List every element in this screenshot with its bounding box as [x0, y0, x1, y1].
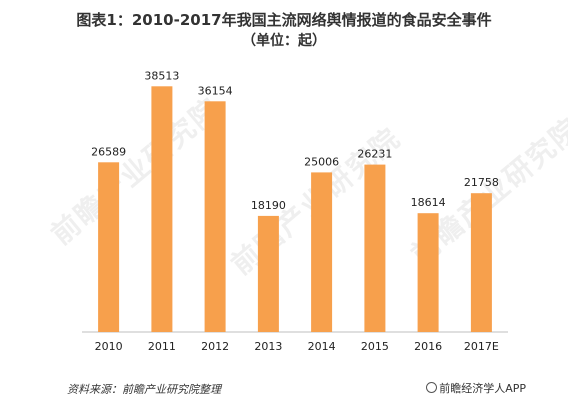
x-tick-label-2013: 2013 — [254, 340, 282, 353]
bar-2012 — [204, 101, 226, 332]
bar-2017E — [470, 193, 492, 332]
copyright-circle-icon — [426, 382, 438, 393]
bar-2016 — [417, 213, 439, 332]
x-tick-label-2016: 2016 — [414, 340, 442, 353]
bars-group — [98, 86, 492, 332]
value-label-2014: 25006 — [304, 155, 339, 168]
value-label-2017E: 21758 — [464, 176, 499, 189]
x-tick-label-2017E: 2017E — [464, 340, 499, 353]
app-credit: 前瞻经济学人APP — [426, 380, 526, 396]
value-label-2012: 36154 — [198, 84, 233, 97]
value-label-2016: 18614 — [411, 196, 446, 209]
value-label-2015: 26231 — [357, 148, 392, 161]
bar-2014 — [311, 172, 333, 332]
x-tick-label-2014: 2014 — [308, 340, 336, 353]
x-tick-label-2010: 2010 — [95, 340, 123, 353]
x-tick-label-2012: 2012 — [201, 340, 229, 353]
app-credit-label: 前瞻经济学人APP — [439, 382, 526, 395]
x-tick-labels-group: 2010 2011 2012 2013 2014 2015 2016 2017E — [95, 340, 499, 353]
bar-2011 — [151, 86, 173, 332]
source-note: 资料来源：前瞻产业研究院整理 — [67, 383, 221, 396]
value-label-2010: 26589 — [91, 145, 126, 158]
bar-2015 — [364, 164, 386, 332]
bar-2013 — [257, 215, 279, 332]
bar-2010 — [98, 162, 120, 332]
value-label-2013: 18190 — [251, 199, 286, 212]
value-label-2011: 38513 — [144, 69, 179, 82]
x-tick-label-2011: 2011 — [148, 340, 176, 353]
value-labels-group: 26589 38513 36154 18190 25006 26231 18614 21758 — [91, 69, 499, 212]
chart-title: 图表1：2010-2017年我国主流网络舆情报道的食品安全事件 — [76, 11, 492, 29]
chart-subtitle: （单位：起） — [242, 33, 326, 49]
x-tick-label-2015: 2015 — [361, 340, 389, 353]
